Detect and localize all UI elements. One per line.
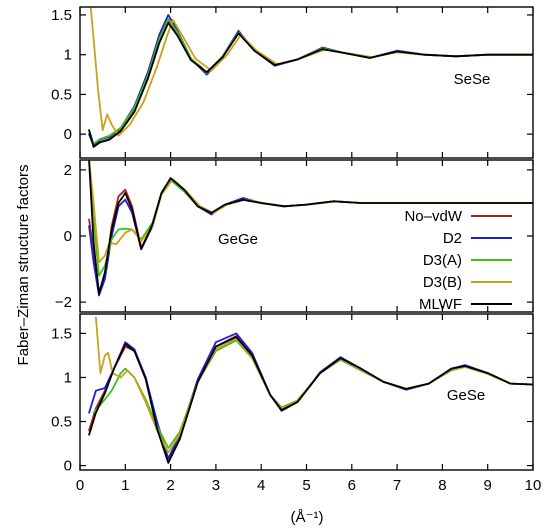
panels: 0 0.5 1 1.5 SeSe −2 0 2 GeGe 0 0.5 1 1.5 0 1 2 3 4 5 6 7 8 9 10…	[51, 6, 542, 494]
legend-item: D2	[443, 230, 512, 247]
series-lines	[88, 160, 533, 297]
y-axis-label: Faber–Ziman structure factors	[15, 165, 32, 366]
panel-label: GeGe	[218, 231, 258, 248]
legend-label: D3(B)	[423, 274, 462, 291]
legend-item: D3(A)	[423, 252, 512, 269]
panel-label: SeSe	[454, 71, 491, 88]
series-line-mlwf	[88, 336, 533, 464]
y-tick-label: 0	[64, 228, 72, 245]
legend-item: MLWF	[419, 296, 512, 313]
y-tick-label: 1.5	[51, 7, 72, 24]
x-axis-label: (Å⁻¹)	[291, 509, 324, 526]
y-tick-label: 1	[64, 47, 72, 64]
series-line-mlwf	[88, 22, 533, 148]
x-tick-label: 8	[438, 477, 446, 494]
panel-label: GeSe	[447, 387, 485, 404]
y-tick-label: 0	[64, 458, 72, 475]
y-tick-label: 0.5	[51, 86, 72, 103]
y-tick-label: 2	[64, 162, 72, 179]
x-tick-label: 1	[121, 477, 129, 494]
series-line-d3-b-	[95, 316, 533, 454]
panel-sese: 0 0.5 1 1.5 SeSe	[51, 6, 534, 159]
series-lines	[88, 316, 533, 464]
x-tick-label: 3	[212, 477, 220, 494]
series-line-mlwf	[88, 160, 533, 295]
legend-label: No–vdW	[404, 208, 462, 225]
x-tick-label: 5	[302, 477, 310, 494]
y-tick-label: 0.5	[51, 414, 72, 431]
x-tick-label: 0	[76, 477, 84, 494]
legend-label: D2	[443, 230, 462, 247]
x-tick-label: 4	[257, 477, 265, 494]
legend-label: D3(A)	[423, 252, 462, 269]
series-line-d3-a-	[88, 162, 533, 277]
y-tick-label: 1.5	[51, 325, 72, 342]
series-line-d2	[88, 178, 533, 297]
series-lines	[88, 7, 533, 148]
y-tick-label: 0	[64, 126, 72, 143]
legend: No–vdW D2 D3(A) D3(B) MLWF	[404, 208, 512, 313]
x-tick-label: 2	[166, 477, 174, 494]
legend-item: No–vdW	[404, 208, 512, 225]
x-tick-label: 6	[348, 477, 356, 494]
x-tick-label: 9	[484, 477, 492, 494]
x-tick-label: 10	[525, 477, 542, 494]
x-tick-label: 7	[393, 477, 401, 494]
y-tick-label: −2	[55, 294, 72, 311]
legend-item: D3(B)	[423, 274, 512, 291]
series-line-no-vdw	[88, 177, 533, 294]
y-tick-label: 1	[64, 369, 72, 386]
series-line-d3-b-	[89, 7, 533, 137]
legend-label: MLWF	[419, 296, 462, 313]
panel-gege: −2 0 2 GeGe	[55, 159, 534, 313]
panel-gese: 0 0.5 1 1.5 0 1 2 3 4 5 6 7 8 9 10 GeSe	[51, 313, 542, 494]
